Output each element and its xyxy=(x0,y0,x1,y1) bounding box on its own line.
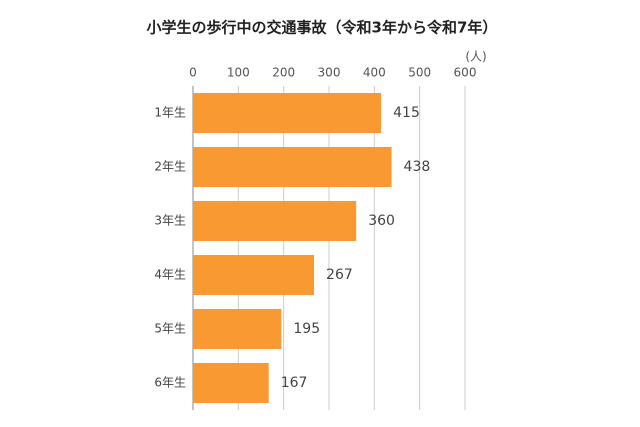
bar xyxy=(193,147,392,187)
x-tick-label: 300 xyxy=(318,66,341,80)
value-label: 438 xyxy=(404,159,431,175)
x-tick-label: 500 xyxy=(408,66,431,80)
unit-label: (人) xyxy=(465,50,486,64)
x-tick-label: 100 xyxy=(227,66,250,80)
x-tick-label: 200 xyxy=(272,66,295,80)
bar xyxy=(193,93,382,133)
value-label: 267 xyxy=(326,267,353,283)
value-label: 195 xyxy=(293,321,320,337)
value-label: 360 xyxy=(368,213,395,229)
chart-title: 小学生の歩行中の交通事故（令和3年から令和7年） xyxy=(147,19,498,37)
bar xyxy=(193,255,315,295)
category-label: 3年生 xyxy=(154,214,186,228)
value-label: 167 xyxy=(281,375,308,391)
category-label: 2年生 xyxy=(154,160,186,174)
category-label: 4年生 xyxy=(154,268,186,282)
value-label: 415 xyxy=(393,105,420,121)
bar xyxy=(193,201,357,241)
category-label: 5年生 xyxy=(154,322,186,336)
x-tick-label: 600 xyxy=(454,66,477,80)
category-label: 6年生 xyxy=(154,376,186,390)
bar xyxy=(193,363,269,403)
bar xyxy=(193,309,282,349)
x-tick-label: 0 xyxy=(189,66,197,80)
category-label: 1年生 xyxy=(154,106,186,120)
x-tick-label: 400 xyxy=(363,66,386,80)
